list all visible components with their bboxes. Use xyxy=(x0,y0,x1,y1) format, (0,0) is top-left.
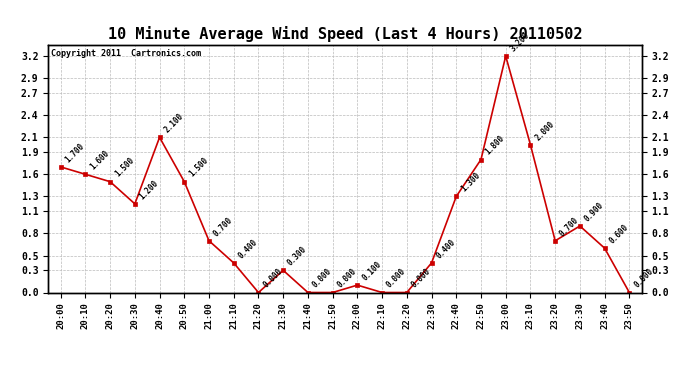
Text: 2.100: 2.100 xyxy=(162,112,185,135)
Text: 0.000: 0.000 xyxy=(410,267,433,290)
Text: 1.700: 1.700 xyxy=(63,141,86,164)
Text: 0.100: 0.100 xyxy=(360,260,383,282)
Text: 0.000: 0.000 xyxy=(310,267,333,290)
Text: 0.000: 0.000 xyxy=(632,267,655,290)
Text: 1.500: 1.500 xyxy=(187,156,210,179)
Text: 1.200: 1.200 xyxy=(137,178,160,201)
Text: 1.600: 1.600 xyxy=(88,149,111,171)
Title: 10 Minute Average Wind Speed (Last 4 Hours) 20110502: 10 Minute Average Wind Speed (Last 4 Hou… xyxy=(108,27,582,42)
Text: 3.200: 3.200 xyxy=(509,31,531,53)
Text: 1.300: 1.300 xyxy=(459,171,482,194)
Text: 0.700: 0.700 xyxy=(558,215,581,238)
Text: 0.400: 0.400 xyxy=(434,237,457,260)
Text: 0.400: 0.400 xyxy=(237,237,259,260)
Text: 0.000: 0.000 xyxy=(262,267,284,290)
Text: 0.900: 0.900 xyxy=(582,201,605,223)
Text: Copyright 2011  Cartronics.com: Copyright 2011 Cartronics.com xyxy=(51,49,201,58)
Text: 1.500: 1.500 xyxy=(113,156,136,179)
Text: 0.000: 0.000 xyxy=(385,267,408,290)
Text: 0.000: 0.000 xyxy=(335,267,358,290)
Text: 2.000: 2.000 xyxy=(533,119,556,142)
Text: 0.700: 0.700 xyxy=(212,215,235,238)
Text: 0.600: 0.600 xyxy=(607,223,630,245)
Text: 1.800: 1.800 xyxy=(484,134,506,157)
Text: 0.300: 0.300 xyxy=(286,245,308,267)
